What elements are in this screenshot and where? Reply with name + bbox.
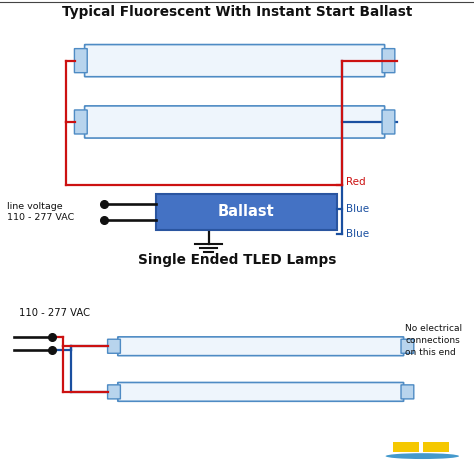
FancyBboxPatch shape bbox=[401, 385, 414, 399]
FancyBboxPatch shape bbox=[401, 339, 414, 353]
Bar bbox=[423, 442, 449, 452]
Text: Blue: Blue bbox=[346, 204, 369, 214]
FancyBboxPatch shape bbox=[74, 110, 87, 134]
FancyBboxPatch shape bbox=[108, 385, 120, 399]
FancyBboxPatch shape bbox=[118, 383, 404, 401]
Text: Typical Fluorescent With Instant Start Ballast: Typical Fluorescent With Instant Start B… bbox=[62, 5, 412, 19]
Text: Red: Red bbox=[346, 177, 365, 187]
Text: Ballast: Ballast bbox=[218, 204, 275, 219]
Text: 110 - 277 VAC: 110 - 277 VAC bbox=[19, 309, 90, 319]
FancyBboxPatch shape bbox=[85, 106, 385, 138]
FancyBboxPatch shape bbox=[74, 49, 87, 73]
Text: Blue: Blue bbox=[346, 229, 369, 239]
FancyBboxPatch shape bbox=[156, 193, 337, 230]
FancyBboxPatch shape bbox=[108, 339, 120, 353]
FancyBboxPatch shape bbox=[118, 337, 404, 356]
FancyBboxPatch shape bbox=[85, 45, 385, 77]
Ellipse shape bbox=[386, 453, 459, 459]
Bar bbox=[393, 442, 419, 452]
Text: Single Ended TLED Lamps: Single Ended TLED Lamps bbox=[138, 253, 336, 266]
Text: line voltage
110 - 277 VAC: line voltage 110 - 277 VAC bbox=[7, 202, 74, 222]
FancyBboxPatch shape bbox=[382, 49, 395, 73]
Text: No electrical
connections
on this end: No electrical connections on this end bbox=[405, 325, 463, 357]
FancyBboxPatch shape bbox=[382, 110, 395, 134]
